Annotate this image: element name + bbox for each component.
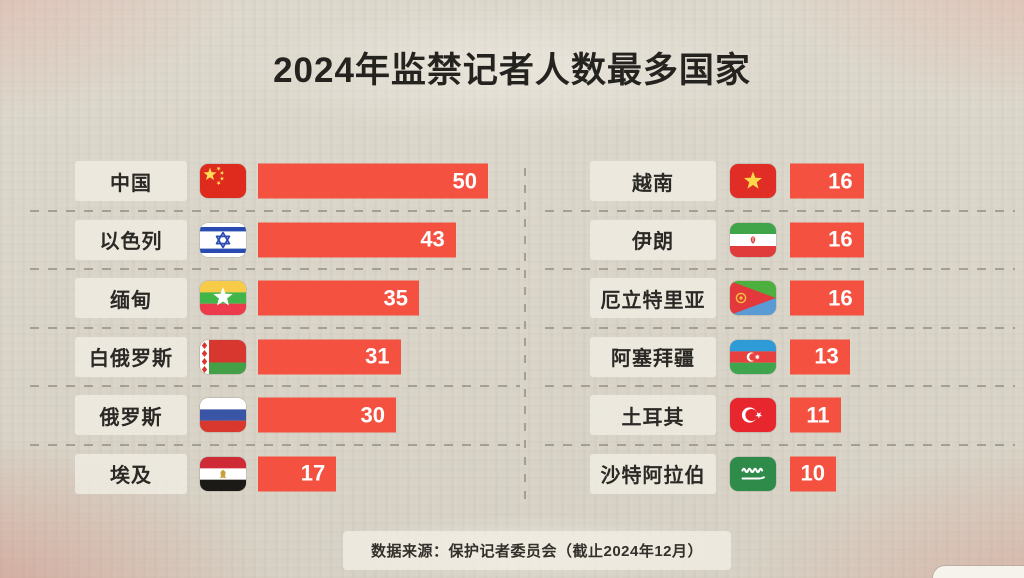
bar-value: 50: [452, 168, 477, 194]
chart-row: 阿塞拜疆 13: [545, 326, 1015, 387]
value-bar: 35: [258, 280, 419, 316]
chart-row: 沙特阿拉伯 10: [545, 443, 1015, 504]
myanmar-flag-icon: [200, 281, 246, 316]
chart-column-left: 中国 50 以色列 43 缅甸 35 白俄罗斯 31 俄罗斯 30 埃及 17: [30, 152, 520, 503]
vietnam-flag-icon: [730, 164, 776, 199]
chart-row: 俄罗斯 30: [30, 385, 520, 445]
bar-value: 16: [828, 285, 853, 311]
turkey-flag-icon: [730, 398, 776, 433]
country-label: 俄罗斯: [75, 395, 187, 436]
value-bar: 16: [790, 163, 864, 199]
bar-value: 16: [828, 168, 853, 194]
bar-value: 16: [828, 226, 853, 252]
saudi-arabia-flag-icon: [730, 456, 776, 491]
chart-row: 以色列 43: [30, 209, 520, 270]
china-flag-icon: [200, 164, 246, 199]
belarus-flag-icon: [200, 339, 246, 374]
value-bar: 17: [258, 456, 337, 492]
bar-value: 30: [360, 402, 385, 428]
chart-row: 中国 50: [30, 152, 520, 211]
bar-value: 43: [420, 226, 445, 252]
column-divider-dashed-line: [524, 168, 526, 500]
corner-card-decoration: [933, 566, 1024, 578]
chart-row: 越南 16: [545, 152, 1015, 211]
chart-row: 厄立特里亚 16: [545, 268, 1015, 328]
russia-flag-icon: [200, 398, 246, 433]
value-bar: 30: [258, 397, 396, 433]
iran-flag-icon: [730, 222, 776, 257]
source-text: 数据来源：保护记者委员会（截止2024年12月）: [370, 543, 704, 560]
chart-row: 埃及 17: [30, 443, 520, 504]
azerbaijan-flag-icon: [730, 339, 776, 374]
value-bar: 50: [258, 163, 488, 199]
value-bar: 11: [790, 397, 841, 433]
country-label: 厄立特里亚: [590, 278, 716, 319]
country-label: 土耳其: [590, 395, 716, 436]
country-label: 伊朗: [590, 219, 716, 260]
value-bar: 16: [790, 280, 864, 316]
chart-row: 土耳其 11: [545, 385, 1015, 445]
source-note: 数据来源：保护记者委员会（截止2024年12月）: [342, 531, 732, 570]
country-label: 白俄罗斯: [75, 336, 187, 377]
country-label: 越南: [590, 161, 716, 202]
chart-title: 2024年监禁记者人数最多国家: [273, 51, 751, 90]
bar-value: 35: [383, 285, 408, 311]
country-label: 以色列: [75, 219, 187, 260]
bar-value: 31: [365, 343, 390, 369]
chart-row: 白俄罗斯 31: [30, 326, 520, 387]
chart-row: 伊朗 16: [545, 209, 1015, 270]
egypt-flag-icon: [200, 456, 246, 491]
value-bar: 16: [790, 222, 864, 258]
value-bar: 13: [790, 339, 850, 375]
bar-value: 10: [800, 460, 825, 486]
eritrea-flag-icon: [730, 281, 776, 316]
value-bar: 43: [258, 222, 456, 258]
country-label: 中国: [75, 161, 187, 202]
bar-value: 13: [814, 343, 839, 369]
bar-value: 17: [300, 460, 326, 486]
country-label: 沙特阿拉伯: [590, 453, 716, 494]
value-bar: 10: [790, 456, 836, 492]
country-label: 阿塞拜疆: [590, 336, 716, 377]
chart-row: 缅甸 35: [30, 268, 520, 328]
country-label: 缅甸: [75, 278, 187, 319]
bar-value: 11: [806, 402, 830, 428]
chart-column-right: 越南 16 伊朗 16 厄立特里亚 16 阿塞拜疆 13 土耳其 11 沙特阿拉伯 10: [545, 152, 1015, 503]
israel-flag-icon: [200, 222, 246, 257]
value-bar: 31: [258, 339, 401, 375]
country-label: 埃及: [75, 453, 187, 494]
